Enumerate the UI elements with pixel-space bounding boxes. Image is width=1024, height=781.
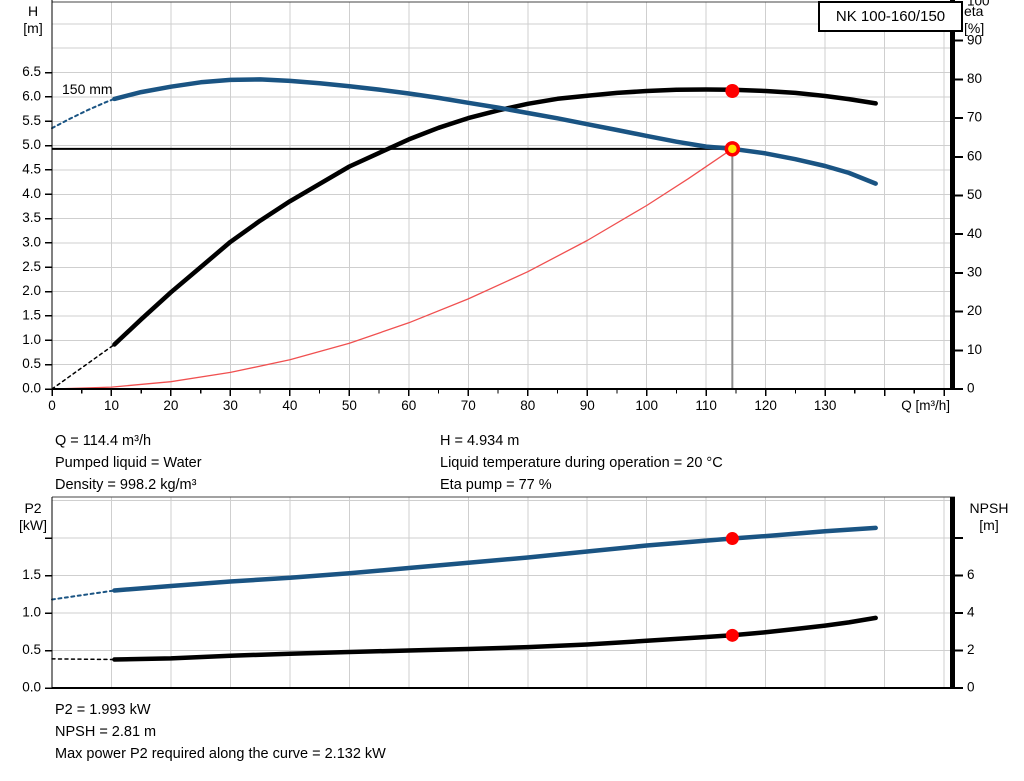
npsh-axis-title-line2: [m] (979, 517, 999, 533)
pump-curve-150mm (112, 77, 878, 186)
left-tick-label: 0.5 (22, 356, 41, 371)
npsh-point-marker[interactable] (725, 628, 739, 642)
eta-axis-title-line1: eta (964, 3, 984, 19)
x-tick-label: 0 (48, 398, 56, 413)
left-tick-label: 5.5 (22, 113, 41, 128)
info-liquid-temperature: Liquid temperature during operation = 20… (440, 455, 723, 471)
x-tick-label: 120 (754, 398, 777, 413)
power-info: P2 = 1.993 kW NPSH = 2.81 m Max power P2… (55, 699, 386, 765)
info-eta-pump: Eta pump = 77 % (440, 477, 552, 493)
left-tick-label: 5.0 (22, 137, 41, 152)
right-tick-label: 0 (967, 680, 975, 695)
duty-info-left: Q = 114.4 m³/h Pumped liquid = Water Den… (55, 430, 202, 496)
right-tick-label: 30 (967, 264, 982, 279)
info-npsh: NPSH = 2.81 m (55, 724, 157, 740)
right-tick-label: 2 (967, 642, 975, 657)
eta-curve-dashed (51, 343, 116, 390)
right-tick-label: 6 (967, 567, 975, 582)
p2-curve-dashed (51, 589, 116, 601)
duty-info-right: H = 4.934 m Liquid temperature during op… (440, 430, 723, 496)
npsh-curve (112, 615, 878, 662)
right-tick-label: 50 (967, 187, 982, 202)
impeller-size-label: 150 mm (62, 81, 113, 97)
pump-type-box: NK 100-160/150 (818, 1, 963, 32)
x-tick-label: 10 (104, 398, 119, 413)
left-tick-label: 2.5 (22, 259, 41, 274)
pump-curve-dashed (51, 97, 116, 130)
info-head: H = 4.934 m (440, 433, 520, 449)
x-tick-label: 60 (401, 398, 416, 413)
npsh-curve-dashed (51, 658, 116, 661)
x-tick-label: 40 (282, 398, 297, 413)
x-tick-label: 70 (461, 398, 476, 413)
p2-axis-title-line2: [kW] (19, 517, 47, 533)
info-max-power: Max power P2 required along the curve = … (55, 746, 386, 762)
right-tick-label: 80 (967, 71, 982, 86)
right-tick-label: 90 (967, 32, 982, 47)
h-axis-title: H [m] (10, 3, 56, 37)
x-tick-label: 30 (223, 398, 238, 413)
q-axis-title: Q [m³/h] (901, 398, 950, 413)
right-tick-label: 40 (967, 226, 982, 241)
info-p2: P2 = 1.993 kW (55, 702, 151, 718)
x-tick-label: 100 (635, 398, 658, 413)
info-flow: Q = 114.4 m³/h (55, 433, 152, 449)
x-tick-label: 50 (342, 398, 357, 413)
left-tick-label: 1.0 (22, 605, 41, 620)
x-tick-label: 130 (814, 398, 837, 413)
left-tick-label: 1.5 (22, 567, 41, 582)
p2-axis-title-line1: P2 (24, 500, 42, 516)
h-axis-title-line1: H (27, 3, 39, 19)
p2-curve (112, 525, 878, 593)
eta-point-marker[interactable] (725, 84, 740, 99)
info-density: Density = 998.2 kg/m³ (55, 477, 197, 493)
p2-axis-title: P2 [kW] (10, 500, 56, 534)
left-tick-label: 0.0 (22, 381, 41, 396)
left-tick-label: 0.0 (22, 680, 41, 695)
right-tick-label: 100 (967, 0, 990, 9)
info-pumped-liquid: Pumped liquid = Water (55, 455, 202, 471)
x-tick-label: 80 (520, 398, 535, 413)
left-tick-label: 1.5 (22, 308, 41, 323)
system-curve (51, 148, 733, 390)
left-tick-label: 6.5 (22, 64, 41, 79)
h-axis-title-line2: [m] (23, 20, 43, 36)
right-tick-label: 0 (967, 381, 975, 396)
left-tick-label: 6.0 (22, 88, 41, 103)
x-tick-label: 20 (163, 398, 178, 413)
right-tick-label: 4 (967, 605, 975, 620)
eta-curve (112, 87, 878, 347)
left-tick-label: 4.0 (22, 186, 41, 201)
eta-axis-title-line2: [%] (964, 20, 985, 36)
p2-point-marker[interactable] (725, 532, 739, 546)
left-tick-label: 0.5 (22, 642, 41, 657)
npsh-axis-title: NPSH [m] (958, 500, 1020, 534)
right-tick-label: 10 (967, 342, 982, 357)
left-tick-label: 4.5 (22, 162, 41, 177)
eta-axis-title: eta [%] (964, 3, 1020, 37)
right-axis-bar (950, 497, 955, 688)
right-tick-label: 20 (967, 303, 982, 318)
left-tick-label: 2.0 (22, 283, 41, 298)
left-tick-label: 3.5 (22, 210, 41, 225)
left-tick-label: 3.0 (22, 235, 41, 250)
right-tick-label: 70 (967, 110, 982, 125)
right-tick-label: 60 (967, 148, 982, 163)
npsh-axis-title-line1: NPSH (969, 500, 1009, 516)
x-tick-label: 110 (695, 398, 717, 413)
duty-point-marker[interactable] (724, 141, 741, 157)
right-axis-bar (950, 0, 955, 389)
left-tick-label: 1.0 (22, 332, 41, 347)
x-tick-label: 90 (580, 398, 595, 413)
